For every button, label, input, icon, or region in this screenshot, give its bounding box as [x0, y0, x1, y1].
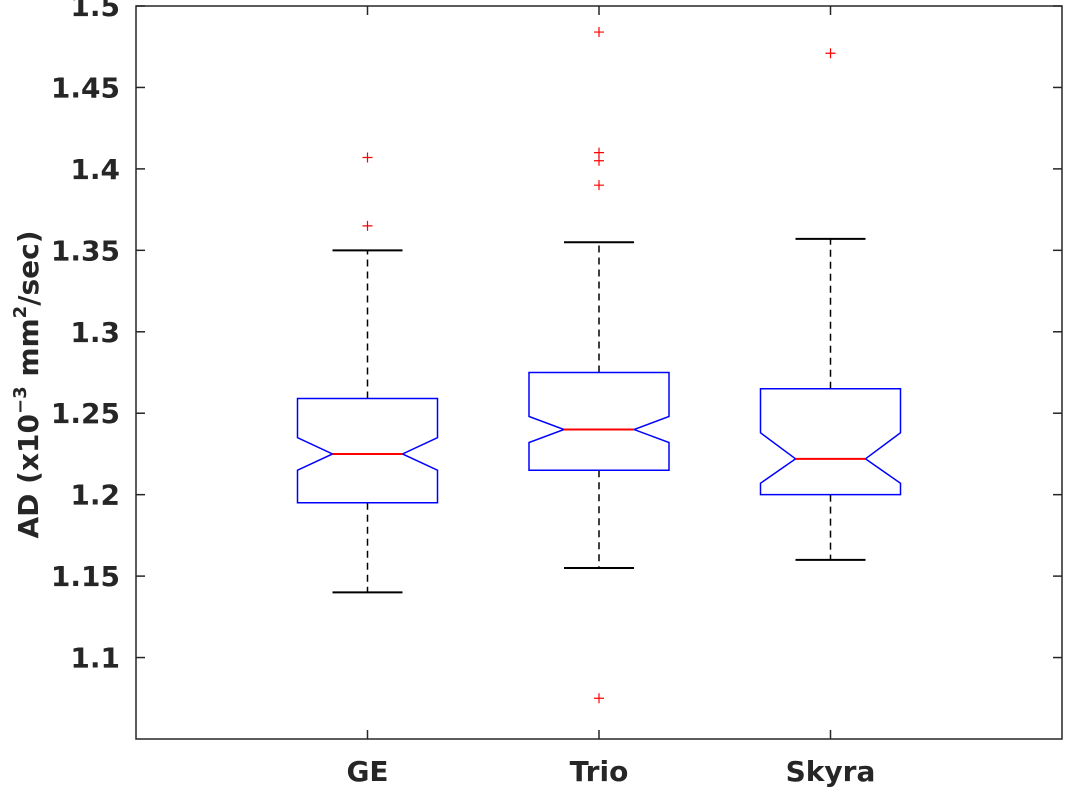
outlier-marker [825, 48, 836, 59]
outlier-marker [594, 27, 604, 38]
notched-box [528, 371, 670, 471]
y-axis-label: AD (x10−3 mm2/sec) [10, 230, 45, 538]
y-tick-label: 1.5 [70, 0, 120, 23]
x-tick-label-trio: Trio [570, 755, 629, 788]
y-tick-label: 1.2 [70, 479, 120, 512]
outlier-marker [594, 147, 604, 158]
y-tick-label: 1.1 [70, 642, 120, 675]
outlier-marker [362, 152, 373, 163]
notched-box [759, 388, 902, 496]
y-tick-label: 1.4 [70, 153, 120, 186]
box-group-skyra [759, 48, 902, 561]
outlier-marker [362, 220, 373, 231]
y-axis-label-middle: mm [12, 318, 45, 386]
y-axis-label-exponent-1: −3 [10, 386, 31, 414]
notched-box [296, 397, 439, 504]
axis-ticks [136, 5, 1062, 739]
y-tick-label: 1.25 [51, 397, 120, 430]
x-tick-label-ge: GE [346, 755, 388, 788]
outlier-marker [594, 693, 604, 704]
y-tick-label: 1.15 [51, 560, 120, 593]
box-group-trio [528, 27, 670, 704]
y-tick-label: 1.35 [51, 234, 120, 267]
y-tick-label: 1.3 [70, 316, 120, 349]
tick-labels: GE Trio Skyra 1.1 1.15 1.2 1.25 1.3 1.35 1.4 1.45 1… [51, 0, 875, 788]
outlier-marker [594, 180, 604, 191]
plot-area [296, 27, 902, 704]
y-axis-label-suffix: /sec) [12, 230, 45, 305]
y-axis-label-prefix: AD (x10 [12, 414, 45, 538]
y-tick-label: 1.45 [51, 71, 120, 104]
y-axis-label-exponent-2: 2 [10, 306, 31, 319]
box-group-ge [296, 152, 439, 594]
x-tick-label-skyra: Skyra [786, 755, 876, 788]
